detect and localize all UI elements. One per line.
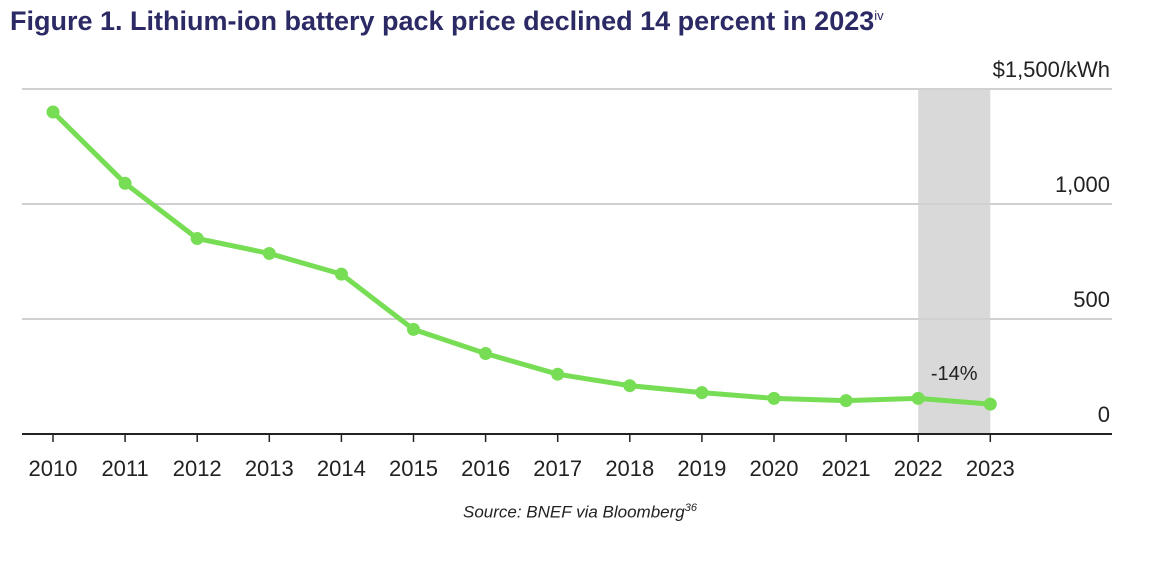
x-tick-label: 2016 <box>461 456 510 481</box>
x-tick-label: 2019 <box>677 456 726 481</box>
x-tick-label: 2017 <box>533 456 582 481</box>
source-footnote-marker: 36 <box>684 502 697 514</box>
highlight-band <box>918 89 991 434</box>
x-tick-label: 2018 <box>605 456 654 481</box>
y-tick-label: 1,000 <box>1055 172 1110 197</box>
series-line <box>50 109 993 407</box>
x-tick-label: 2015 <box>389 456 438 481</box>
data-point <box>46 105 60 119</box>
x-tick-label: 2011 <box>101 456 148 481</box>
data-point <box>911 391 925 405</box>
x-tick-label: 2010 <box>29 456 78 481</box>
data-point <box>118 176 132 190</box>
data-point <box>623 379 637 393</box>
data-point <box>983 397 997 411</box>
y-tick-label: 500 <box>1073 287 1110 312</box>
source-note: Source: BNEF via Bloomberg36 <box>463 502 697 522</box>
data-point <box>262 246 276 260</box>
data-point <box>407 322 420 336</box>
x-tick-label: 2014 <box>317 456 366 481</box>
y-tick-label: $1,500/kWh <box>993 57 1110 82</box>
data-point <box>767 391 781 405</box>
x-tick-label: 2022 <box>894 456 943 481</box>
x-tick-label: 2012 <box>173 456 222 481</box>
data-point <box>551 367 565 381</box>
data-point <box>190 232 204 245</box>
data-point <box>839 394 853 408</box>
y-tick-label: 0 <box>1098 402 1110 427</box>
data-point <box>479 347 493 360</box>
data-point <box>695 386 709 400</box>
data-point <box>334 267 348 281</box>
x-tick-label: 2023 <box>966 456 1015 481</box>
title-footnote-marker: iv <box>874 8 884 23</box>
chart-title: Figure 1. Lithium-ion battery pack price… <box>10 6 884 36</box>
x-tick-label: 2021 <box>822 456 871 481</box>
change-annotation: -14% <box>931 363 978 385</box>
x-tick-label: 2013 <box>245 456 294 481</box>
x-tick-label: 2020 <box>750 456 799 481</box>
